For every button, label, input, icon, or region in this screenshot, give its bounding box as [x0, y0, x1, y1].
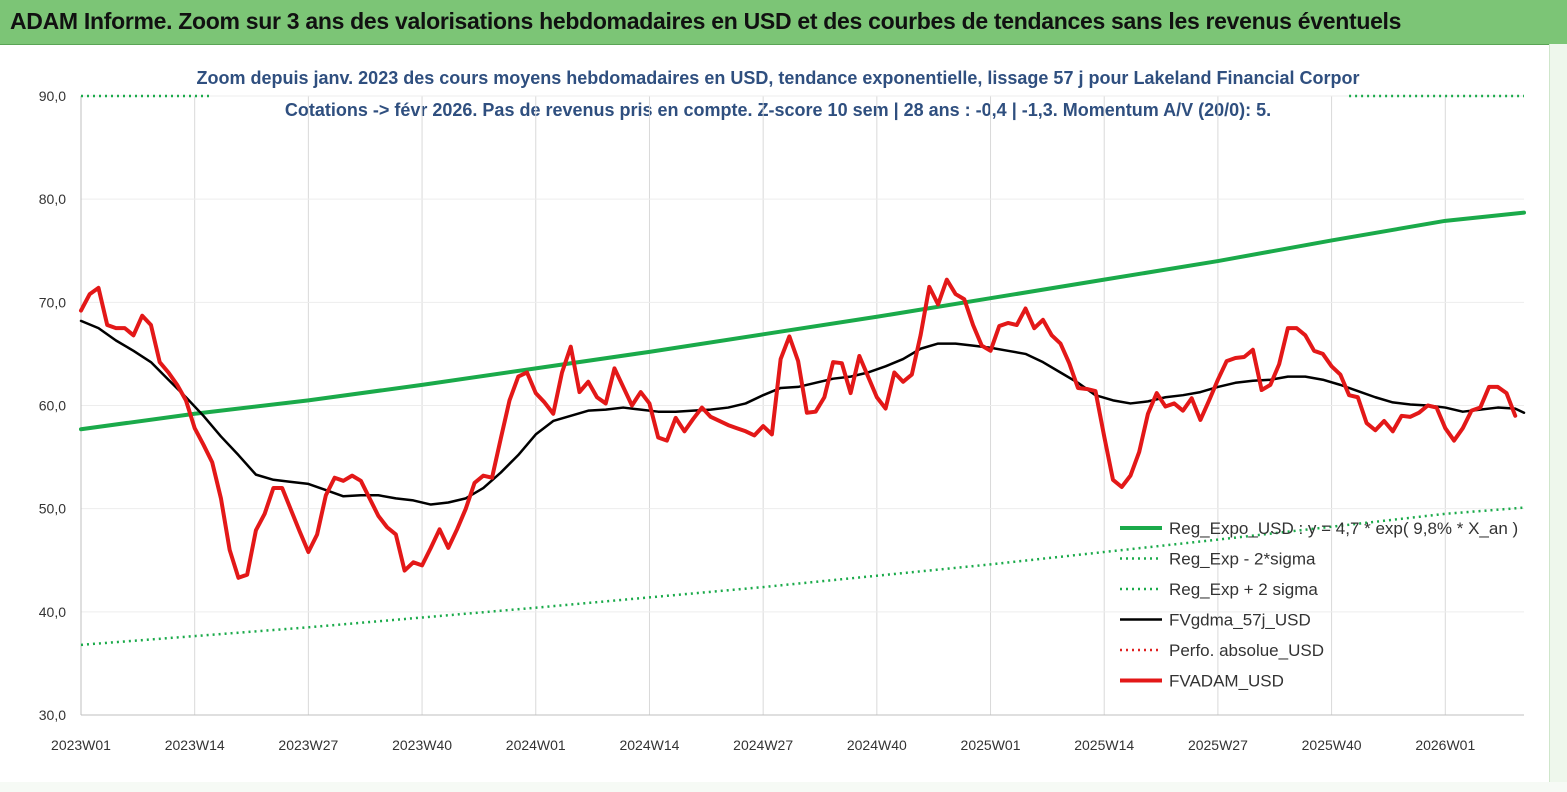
y-tick-label: 50,0: [39, 501, 66, 517]
series-line-fvadam: [79, 277, 1518, 580]
legend: Reg_Expo_USD : y = 4,7 * exp( 9,8% * X_a…: [1120, 519, 1518, 691]
chart-svg: Zoom depuis janv. 2023 des cours moyens …: [39, 68, 1526, 753]
header-bar: ADAM Informe. Zoom sur 3 ans des valoris…: [0, 0, 1567, 45]
x-tick-label: 2024W40: [847, 737, 907, 753]
series-group: [79, 94, 1526, 647]
legend-entry: FVADAM_USD: [1169, 672, 1284, 691]
bottom-edge-panel: [0, 782, 1567, 792]
legend-entry: Perfo. absolue_USD: [1169, 641, 1324, 660]
x-tick-label: 2025W27: [1188, 737, 1248, 753]
x-tick-label: 2025W40: [1302, 737, 1362, 753]
y-tick-label: 80,0: [39, 191, 66, 207]
y-tick-label: 90,0: [39, 88, 66, 104]
series-line-fvgdma: [79, 319, 1526, 506]
x-tick-label: 2023W27: [278, 737, 338, 753]
x-tick-label: 2026W01: [1415, 737, 1475, 753]
chart-subtitle-line2: Cotations -> févr 2026. Pas de revenus p…: [285, 100, 1271, 120]
x-tick-label: 2024W14: [619, 737, 679, 753]
x-tick-label: 2025W01: [961, 737, 1021, 753]
y-tick-label: 70,0: [39, 294, 66, 310]
series-line-reg-expo: [79, 210, 1526, 432]
legend-entry: Reg_Expo_USD : y = 4,7 * exp( 9,8% * X_a…: [1169, 519, 1518, 538]
x-tick-label: 2023W01: [51, 737, 111, 753]
y-tick-label: 60,0: [39, 398, 66, 414]
right-edge-panel: [1549, 44, 1567, 792]
x-tick-label: 2024W27: [733, 737, 793, 753]
x-tick-label: 2025W14: [1074, 737, 1134, 753]
x-tick-label: 2023W40: [392, 737, 452, 753]
y-tick-label: 40,0: [39, 604, 66, 620]
grid: [80, 95, 1524, 716]
series-line-reg-minus-2sigma: [80, 506, 1525, 647]
x-tick-label: 2023W14: [165, 737, 225, 753]
legend-entry: Reg_Exp + 2 sigma: [1169, 580, 1318, 599]
legend-entry: Reg_Exp - 2*sigma: [1169, 550, 1316, 569]
chart-subtitle-line1: Zoom depuis janv. 2023 des cours moyens …: [196, 68, 1359, 88]
y-tick-label: 30,0: [39, 707, 66, 723]
axes: 2023W01 2023W14 2023W27 2023W40 2024W01 2024W…: [39, 88, 1524, 753]
page-title: ADAM Informe. Zoom sur 3 ans des valoris…: [10, 8, 1402, 34]
x-tick-label: 2024W01: [506, 737, 566, 753]
legend-entry: FVgdma_57j_USD: [1169, 611, 1311, 630]
